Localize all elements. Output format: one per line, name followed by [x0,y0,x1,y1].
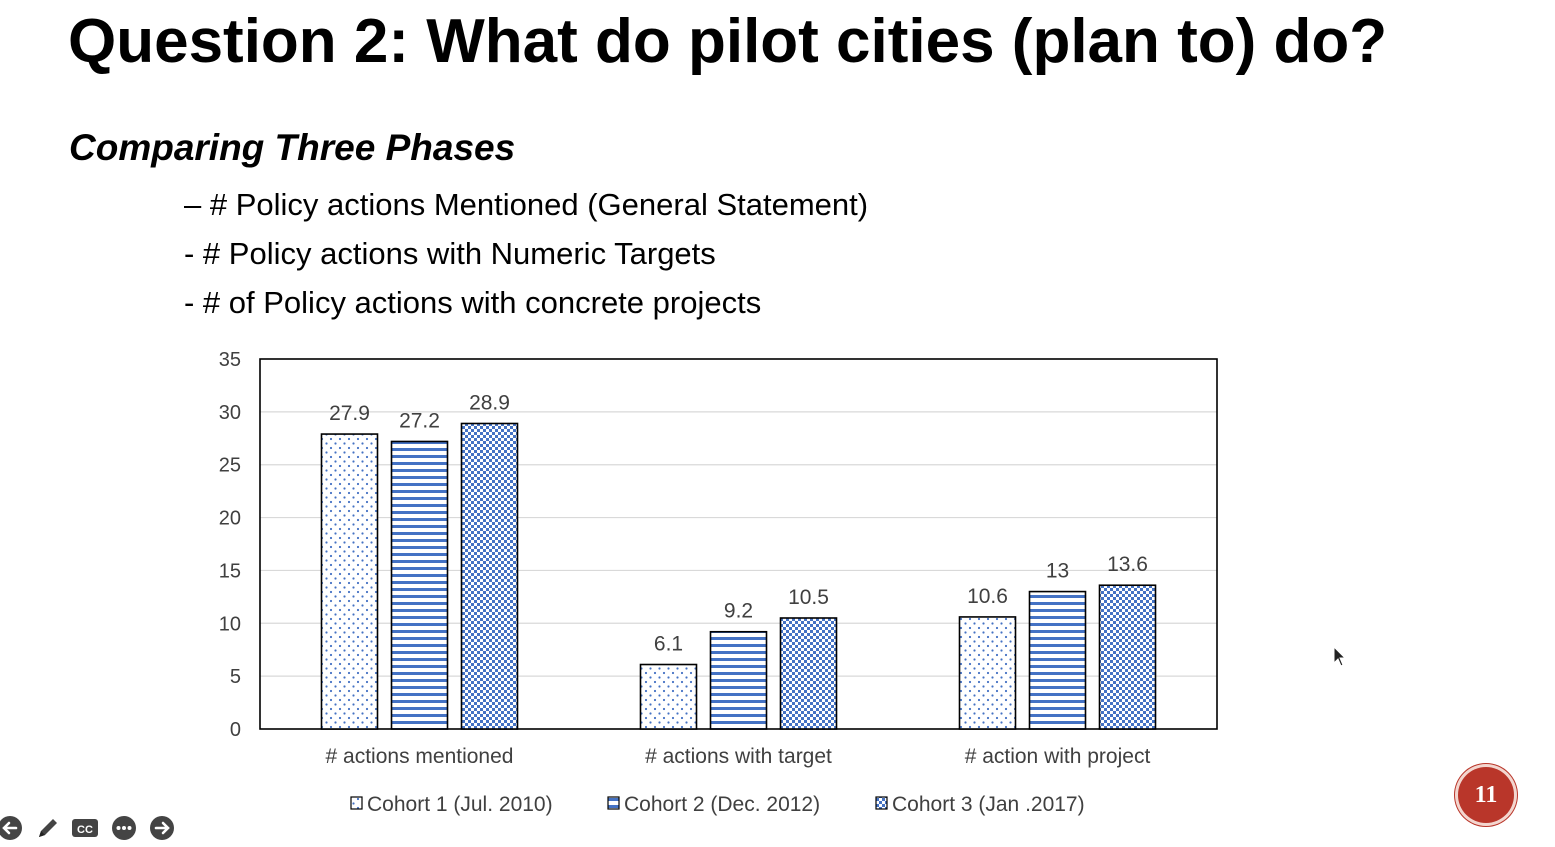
x-category-label: # action with project [965,745,1151,768]
y-tick-label: 35 [219,349,241,371]
pen-icon[interactable] [34,814,62,842]
data-label: 27.9 [329,402,370,425]
legend-label: Cohort 3 (Jan .2017) [892,793,1085,816]
data-label: 6.1 [654,633,683,656]
y-tick-label: 20 [219,508,241,530]
x-category-label: # actions with target [645,745,832,768]
bullet-item: - # of Policy actions with concrete proj… [184,285,762,320]
legend-item: Cohort 3 (Jan .2017) [875,793,1085,816]
legend-label: Cohort 2 (Dec. 2012) [624,793,820,816]
x-category-label: # actions mentioned [326,745,514,768]
presentation-toolbar: CC [0,814,190,842]
bar [320,433,379,730]
y-tick-label: 30 [219,402,241,424]
legend-label: Cohort 1 (Jul. 2010) [367,793,553,816]
bar [1028,590,1087,730]
mouse-pointer-icon [1333,645,1347,673]
data-label: 27.2 [399,409,440,432]
data-label: 10.6 [967,585,1008,608]
data-label: 28.9 [469,391,510,414]
bar [1098,584,1157,730]
y-tick-label: 10 [219,613,241,635]
y-tick-label: 15 [219,560,241,582]
data-label: 10.5 [788,586,829,609]
bullet-list: – # Policy actions Mentioned (General St… [184,180,868,327]
bar [779,617,838,730]
y-tick-label: 25 [219,455,241,477]
cc-label: CC [77,824,93,836]
back-arrow-icon[interactable] [0,814,24,842]
bar [639,663,698,730]
legend-swatch [350,796,363,810]
bullet-item: – # Policy actions Mentioned (General St… [184,187,869,222]
page-number-badge: 11 [1458,767,1514,823]
legend-swatch [607,796,620,810]
bar [460,422,519,730]
legend-swatch [875,796,888,810]
slide-title: Question 2: What do pilot cities (plan t… [68,7,1388,76]
bar [958,616,1017,730]
bar [709,630,768,730]
data-label: 13 [1046,560,1069,583]
legend-item: Cohort 2 (Dec. 2012) [607,793,820,816]
slide-subtitle: Comparing Three Phases [69,127,516,168]
legend-item: Cohort 1 (Jul. 2010) [350,793,553,816]
y-tick-label: 0 [230,719,241,741]
data-label: 13.6 [1107,553,1148,576]
bar [390,440,449,730]
more-options-icon[interactable] [110,814,138,842]
bullet-item: - # Policy actions with Numeric Targets [184,236,716,271]
closed-captions-icon[interactable]: CC [71,814,99,842]
forward-arrow-icon[interactable] [148,814,176,842]
data-label: 9.2 [724,600,753,623]
y-tick-label: 5 [230,666,241,688]
